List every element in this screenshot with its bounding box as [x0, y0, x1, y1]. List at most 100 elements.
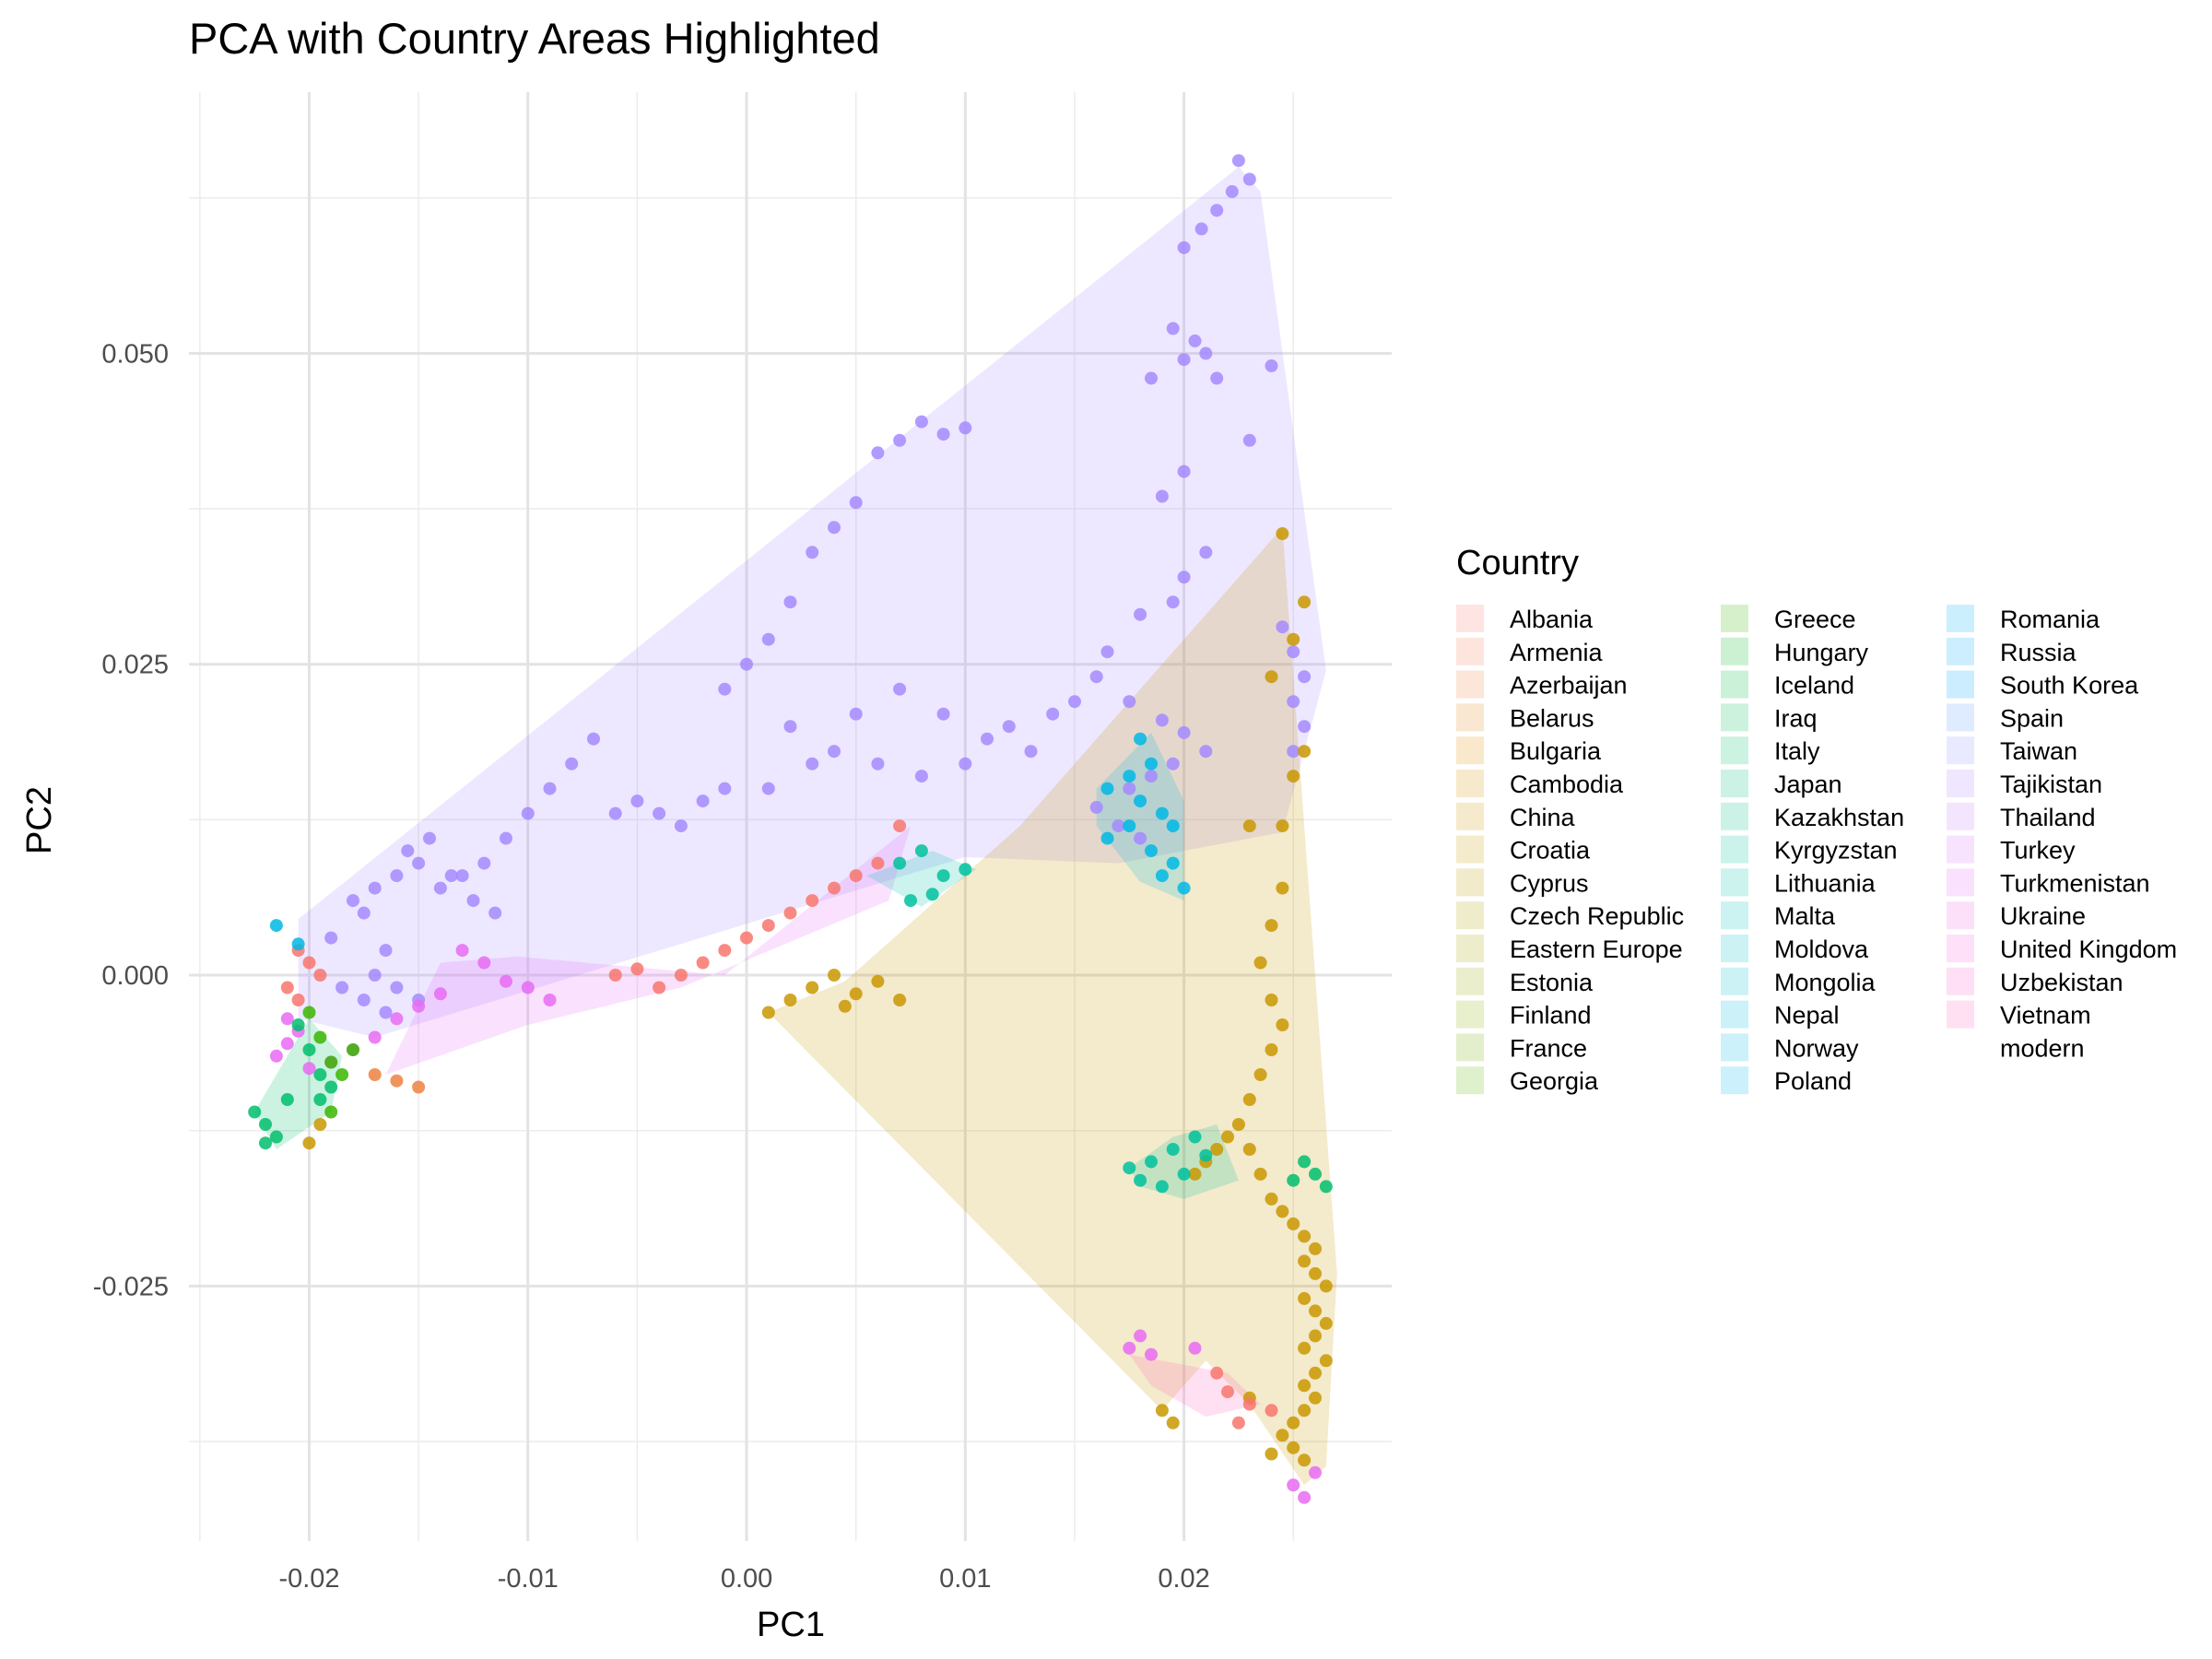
hull-lithuania [866, 851, 977, 907]
legend-key [1721, 637, 1748, 665]
point-russia [477, 856, 491, 870]
point-kyrgyzstan [893, 856, 907, 870]
legend-label: Lithuania [1774, 869, 1877, 897]
point-russia [357, 994, 371, 1006]
point-thailand [1145, 1347, 1158, 1361]
legend-key [1947, 935, 1974, 962]
point-albania [313, 969, 327, 982]
legend-key [1456, 1066, 1484, 1095]
y-tick-label: 0.025 [101, 651, 169, 680]
point-italy [313, 1068, 327, 1081]
point-kyrgyzstan [1199, 1148, 1213, 1162]
point-russia [401, 844, 415, 858]
point-russia [1089, 800, 1103, 814]
legend-key [1721, 802, 1748, 830]
point-thailand [521, 981, 535, 994]
legend-label: Spain [2000, 704, 2064, 732]
point-russia [893, 682, 907, 696]
legend-key [1456, 901, 1484, 930]
legend-key [1721, 770, 1748, 797]
point-albania [871, 856, 885, 870]
point-azerbaijan [368, 1068, 382, 1081]
x-tick-label: -0.02 [278, 1564, 339, 1594]
point-russia [1225, 184, 1239, 198]
legend-key [1456, 1000, 1484, 1029]
point-russia [828, 521, 841, 535]
point-china [1298, 1341, 1312, 1355]
point-georgia [313, 1030, 327, 1044]
point-albania [674, 969, 688, 982]
legend-key [1947, 703, 1974, 732]
point-russia [1145, 770, 1158, 783]
point-russia [1002, 720, 1016, 734]
x-axis-title: PC1 [757, 1606, 825, 1644]
x-tick-labels: -0.02 -0.01 0.00 0.01 0.02 [278, 1564, 1209, 1594]
point-china [313, 1118, 327, 1131]
legend-key [1456, 703, 1484, 732]
legend-key [1947, 1000, 1974, 1029]
point-china [1309, 1329, 1322, 1343]
legend-key [1947, 868, 1974, 897]
point-kyrgyzstan [936, 869, 950, 883]
point-china [1319, 1354, 1333, 1368]
point-russia [981, 732, 994, 746]
point-kyrgyzstan [1188, 1130, 1202, 1144]
point-russia [1210, 371, 1224, 385]
point-russia [488, 906, 502, 920]
point-russia [849, 707, 863, 721]
y-tick-labels: -0.025 0.000 0.025 0.050 [93, 339, 169, 1301]
scatter-points [248, 154, 1333, 1504]
point-russia [521, 806, 535, 820]
point-albania [280, 981, 294, 994]
point-kyrgyzstan [925, 888, 939, 901]
point-norway [1123, 770, 1136, 783]
point-china [1298, 1291, 1312, 1305]
point-china [1242, 1143, 1256, 1156]
point-russia [368, 969, 382, 982]
point-china [871, 974, 885, 988]
point-china [1253, 956, 1267, 970]
point-russia [1155, 713, 1169, 727]
point-italy [291, 1018, 305, 1031]
point-russia [959, 421, 972, 435]
legend-label: Ukraine [2000, 902, 2086, 930]
legend-label: Mongolia [1774, 969, 1877, 996]
point-russia [761, 632, 775, 646]
point-china [893, 994, 907, 1006]
point-china [1309, 1366, 1322, 1380]
point-russia [412, 856, 426, 870]
point-albania [761, 919, 775, 933]
point-russia [335, 981, 349, 994]
point-albania [302, 956, 316, 970]
point-albania [696, 956, 710, 970]
legend-label: Armenia [1510, 639, 1604, 666]
hull-kyrgyzstan [1129, 1124, 1239, 1199]
legend-key [1721, 1000, 1748, 1029]
legend-key [1721, 967, 1748, 995]
point-albania [718, 944, 732, 958]
point-russia [1166, 757, 1180, 771]
legend-label: Eastern Europe [1510, 935, 1683, 963]
point-thailand [390, 1012, 404, 1026]
point-russia [1177, 353, 1191, 367]
point-norway [1166, 856, 1180, 870]
legend-label: Hungary [1774, 639, 1869, 666]
legend-label: Turkmenistan [2000, 869, 2150, 897]
point-russia [543, 782, 557, 795]
legend-label: China [1510, 804, 1576, 831]
legend-key [1947, 770, 1974, 797]
point-china [1253, 1068, 1267, 1081]
point-russia [466, 894, 480, 908]
point-italy [259, 1136, 272, 1150]
legend-key [1721, 835, 1748, 864]
point-georgia [347, 1043, 359, 1056]
point-albania [849, 869, 863, 883]
legend-key [1721, 736, 1748, 765]
point-thailand [280, 1012, 294, 1026]
point-china [1276, 527, 1289, 540]
point-russia [914, 415, 928, 429]
point-norway [1100, 782, 1114, 795]
point-norway [291, 937, 305, 951]
point-albania [1242, 1397, 1256, 1411]
legend-key [1721, 1066, 1748, 1095]
